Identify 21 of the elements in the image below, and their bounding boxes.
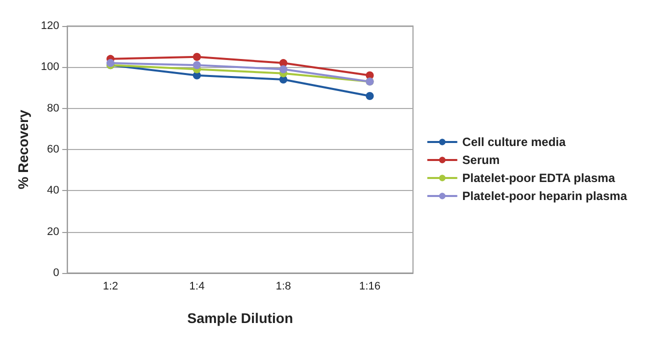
- x-axis-title: Sample Dilution: [187, 310, 294, 326]
- y-tick-label: 40: [47, 184, 60, 197]
- x-tick-label: 1:2: [102, 280, 118, 292]
- legend-label: Platelet-poor heparin plasma: [462, 189, 628, 203]
- point: [192, 61, 201, 70]
- x-tick-label: 1:8: [276, 280, 291, 292]
- legend-label: Platelet-poor EDTA plasma: [462, 171, 616, 185]
- y-tick-label: 20: [47, 226, 60, 238]
- y-tick-label: 120: [40, 20, 60, 32]
- y-axis-title: % Recovery: [15, 110, 31, 190]
- y-tick-label: 80: [47, 102, 60, 114]
- point: [366, 92, 374, 100]
- point: [279, 65, 288, 74]
- y-tick-label: 60: [47, 144, 60, 156]
- point: [192, 52, 201, 61]
- y-tick-label: 100: [40, 61, 60, 74]
- y-tick-label: 0: [53, 267, 60, 279]
- legend-label: Serum: [462, 153, 500, 167]
- x-tick-label: 1:16: [359, 280, 380, 292]
- legend-label: Cell culture media: [462, 135, 566, 149]
- x-tick-label: 1:4: [189, 280, 205, 292]
